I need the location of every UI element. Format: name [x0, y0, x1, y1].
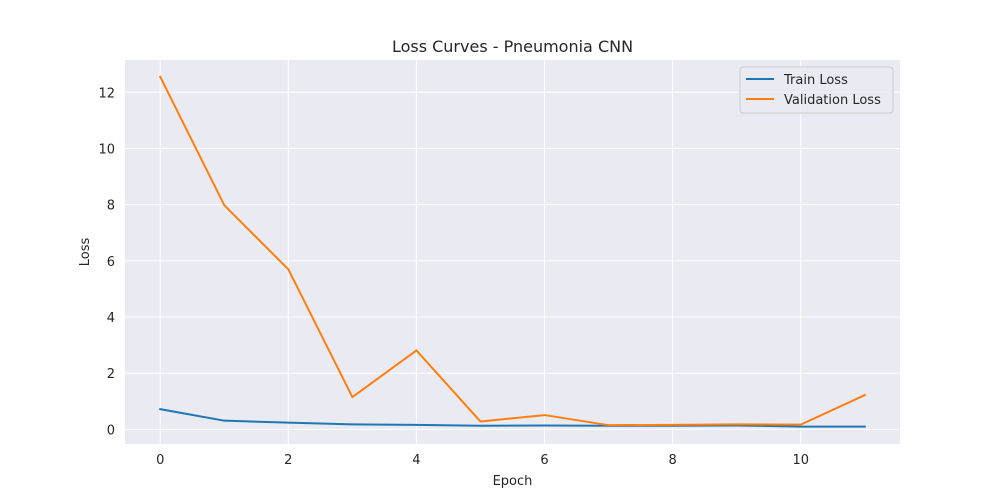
x-tick-label: 0 [156, 453, 164, 468]
series-lines [158, 75, 867, 428]
chart-title: Loss Curves - Pneumonia CNN [392, 37, 633, 56]
tick-labels: 0 2 4 6 8 10 0 2 4 6 8 10 12 [98, 86, 809, 468]
plot-area [125, 60, 900, 444]
x-tick-label: 2 [284, 453, 292, 468]
y-tick-label: 4 [107, 311, 115, 326]
x-axis-label: Epoch [493, 474, 533, 489]
legend-label-train-loss: Train Loss [783, 73, 848, 88]
y-tick-label: 12 [98, 86, 115, 101]
legend-box [739, 66, 894, 114]
y-tick-label: 8 [107, 199, 115, 214]
y-tick-label: 6 [107, 255, 115, 270]
y-tick-label: 2 [107, 367, 115, 382]
x-tick-label: 10 [792, 453, 809, 468]
legend-label-validation-loss: Validation Loss [784, 93, 881, 108]
y-tick-label: 0 [107, 423, 115, 438]
y-axis-label: Loss [78, 238, 93, 267]
x-tick-label: 6 [540, 453, 548, 468]
series-line-train-loss [159, 408, 866, 428]
x-tick-label: 4 [412, 453, 420, 468]
series-line-validation-loss [158, 75, 867, 427]
x-tick-label: 8 [668, 453, 676, 468]
legend: Train Loss Validation Loss [739, 66, 894, 114]
y-tick-label: 10 [98, 142, 115, 157]
